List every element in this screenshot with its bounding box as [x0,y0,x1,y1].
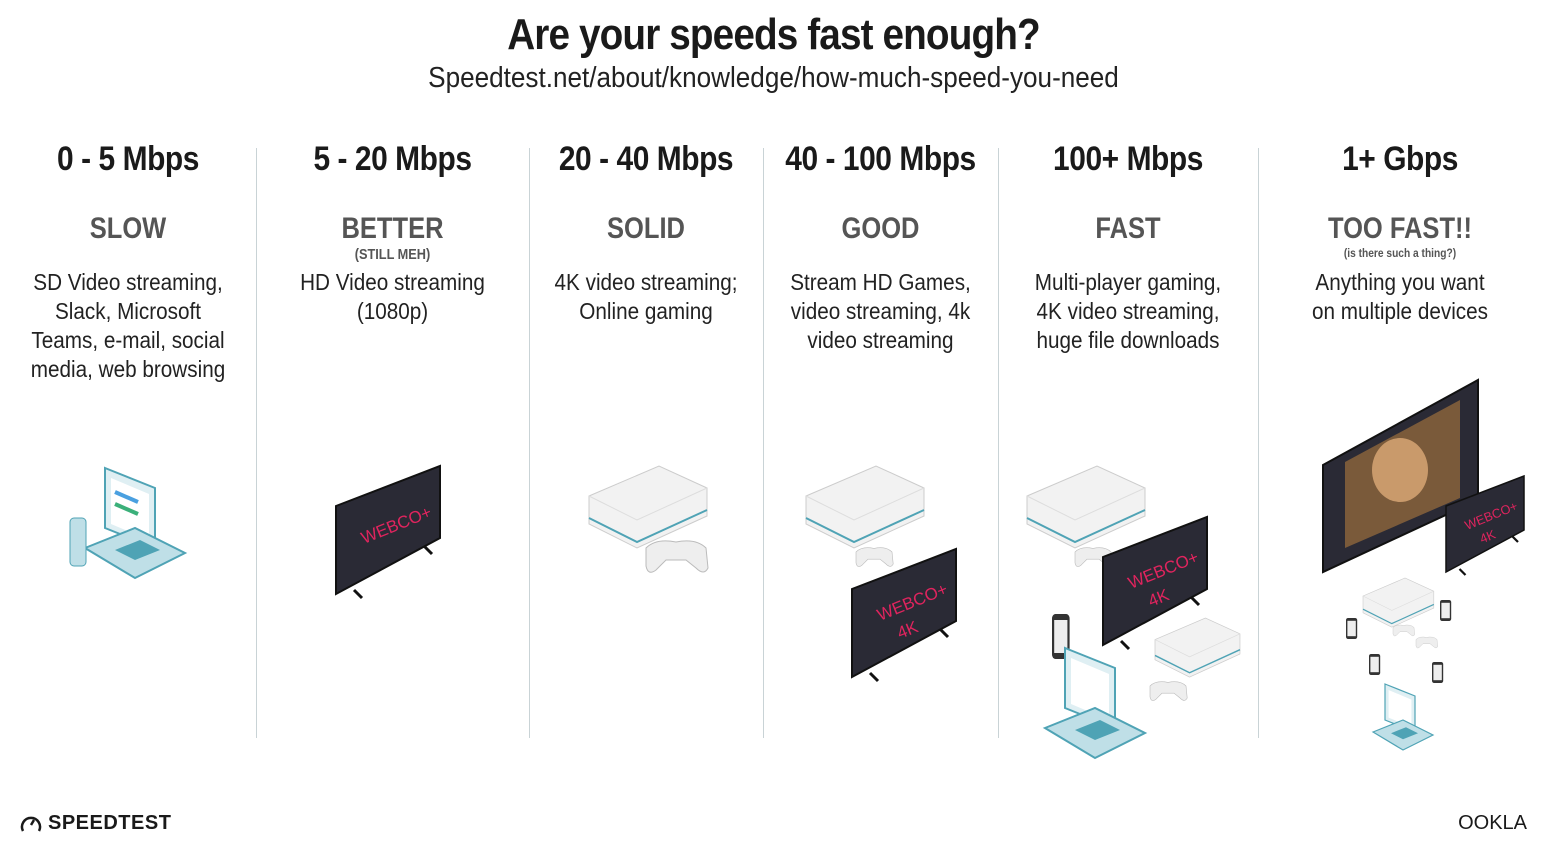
controller-icon [855,547,894,567]
controller-icon [1415,636,1438,649]
tv-large-icon [1322,378,1479,574]
ookla-logo: OOKLA [1458,812,1527,834]
game-console-icon [1154,617,1241,678]
controller-icon [1392,624,1415,637]
desc-line: Anything you want [1315,269,1485,295]
desc-line: SD Video streaming, [33,269,223,295]
column-divider [1258,148,1259,738]
tier-speed: 40 - 100 Mbps [785,140,976,178]
tier-speed: 20 - 40 Mbps [558,140,734,178]
desc-line: huge file downloads [1036,327,1220,353]
laptop-icon [84,467,186,579]
desc-line: media, web browsing [30,356,226,382]
desc-line: 4K video streaming; [554,269,738,295]
phone-icon [1440,600,1452,621]
desc-line: Online gaming [579,298,713,324]
tier-better: 5 - 20 Mbps BETTER (STILL MEH) HD Video … [256,140,529,326]
game-console-icon [1362,577,1435,628]
tv-4k-icon: WEBCO+ 4K [1444,474,1526,577]
tier-label: GOOD [841,212,920,245]
tier-note: (is there such a thing?) [1343,246,1457,260]
tier-label: SOLID [607,212,685,245]
desc-line: (1080p) [356,298,429,324]
tier-description: Multi-player gaming, 4K video streaming,… [1011,268,1245,355]
desc-line: Teams, e-mail, social [31,327,225,353]
speedtest-logo-text: SPEEDTEST [48,812,172,834]
tier-description: Anything you want on multiple devices [1272,268,1528,326]
tv-4k-icon: WEBCO+ 4K [1101,515,1209,651]
tier-label: FAST [1095,212,1161,245]
tier-description: Stream HD Games, video streaming, 4k vid… [775,268,987,355]
tier-solid: 20 - 40 Mbps SOLID 4K video streaming; O… [529,140,763,326]
phone-icon [1346,618,1358,639]
desc-line: 4K video streaming, [1036,298,1220,324]
laptop-icon [1372,683,1434,751]
tier-label: SLOW [89,212,167,245]
page-title: Are your speeds fast enough? [507,10,1040,59]
screen-badge: 4K [1478,526,1499,546]
column-divider [256,148,257,738]
desc-line: video streaming [807,327,954,353]
gauge-icon [20,816,42,832]
tier-label: TOO FAST!! [1327,212,1473,245]
tier-too-fast: 1+ Gbps TOO FAST!! (is there such a thin… [1258,140,1542,326]
phone-icon [1369,654,1381,675]
phone-icon [1432,662,1444,683]
controller-icon [1149,681,1188,701]
tier-description: 4K video streaming; Online gaming [541,268,752,326]
game-console-icon [1026,465,1146,549]
game-console-icon [805,465,925,549]
desc-line: video streaming, 4k [790,298,971,324]
speedtest-logo: SPEEDTEST [20,812,171,835]
tier-speed: 0 - 5 Mbps [57,140,199,178]
desc-line: on multiple devices [1311,298,1489,324]
laptop-icon [1044,647,1146,759]
game-console-icon [588,465,708,549]
controller-icon [645,540,709,573]
tier-label: BETTER [341,212,444,245]
tier-speed: 100+ Mbps [1053,140,1203,178]
tier-fast: 100+ Mbps FAST Multi-player gaming, 4K v… [998,140,1258,355]
desc-line: Stream HD Games, [790,269,971,295]
column-divider [529,148,530,738]
tv-4k-icon: WEBCO+ 4K [850,547,958,683]
tier-description: HD Video streaming (1080p) [270,268,516,326]
desc-line: HD Video streaming [300,269,485,295]
phone-icon [69,517,87,567]
source-url: Speedtest.net/about/knowledge/how-much-s… [428,62,1119,94]
tv-icon: WEBCO+ [334,464,442,600]
column-divider [763,148,764,738]
desc-line: Slack, Microsoft [54,298,202,324]
tier-speed: 5 - 20 Mbps [313,140,472,178]
tier-good: 40 - 100 Mbps GOOD Stream HD Games, vide… [763,140,998,355]
tier-speed: 1+ Gbps [1342,140,1458,178]
column-divider [998,148,999,738]
tier-slow: 0 - 5 Mbps SLOW SD Video streaming, Slac… [0,140,256,384]
desc-line: Multi-player gaming, [1034,269,1222,295]
tier-note: (STILL MEH) [354,246,431,263]
tier-description: SD Video streaming, Slack, Microsoft Tea… [13,268,243,384]
